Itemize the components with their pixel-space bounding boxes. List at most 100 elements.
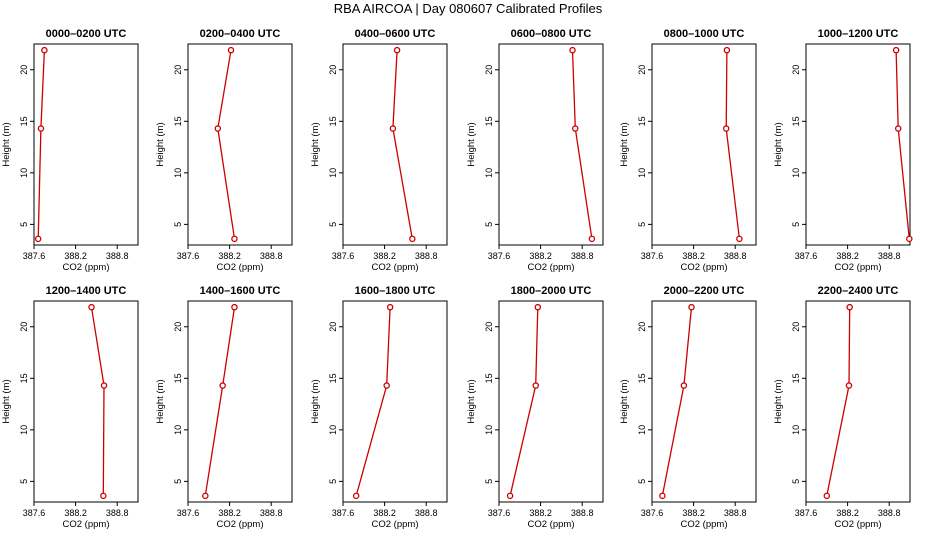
x-tick-label: 388.8 <box>415 251 438 261</box>
y-tick-label: 10 <box>484 168 494 178</box>
x-tick-label: 388.8 <box>724 251 747 261</box>
x-tick-label: 388.8 <box>878 508 901 518</box>
y-tick-label: 5 <box>637 222 647 227</box>
plot-frame <box>651 300 757 503</box>
panel-7: 1400–1600 UTC 387.6 388.2 388.8 5 10 15 20 CO2 (… <box>155 285 293 530</box>
data-point <box>723 46 731 54</box>
y-tick-label: 5 <box>637 479 647 484</box>
plot-frame <box>498 300 604 503</box>
x-axis-label: CO2 (ppm) <box>372 519 419 530</box>
x-tick-label: 387.6 <box>177 251 200 261</box>
y-axis-label: Height (m) <box>773 122 784 166</box>
x-axis-label: CO2 (ppm) <box>835 519 882 530</box>
data-point <box>352 492 360 500</box>
y-tick-label: 20 <box>19 322 29 332</box>
figure-title: RBA AIRCOA | Day 080607 Calibrated Profi… <box>334 1 603 16</box>
y-tick-label: 20 <box>173 65 183 75</box>
panel-1: 0200–0400 UTC 387.6 388.2 388.8 5 10 15 20 CO2 (… <box>155 28 293 273</box>
data-point <box>892 46 900 54</box>
y-tick-label: 20 <box>19 65 29 75</box>
data-point <box>569 46 576 54</box>
x-axis-label: CO2 (ppm) <box>217 519 264 530</box>
y-tick-label: 10 <box>328 168 338 178</box>
data-point <box>386 303 394 311</box>
profile-line <box>725 50 741 239</box>
x-tick-label: 387.6 <box>795 251 818 261</box>
y-tick-label: 20 <box>328 65 338 75</box>
y-axis-label: Height (m) <box>1 122 12 166</box>
y-tick-label: 5 <box>484 222 494 227</box>
panel-title: 2000–2200 UTC <box>664 285 745 297</box>
panel-8: 1600–1800 UTC 387.6 388.2 388.8 5 10 15 20 CO2 (… <box>310 285 448 530</box>
data-point <box>688 303 695 311</box>
panel-4: 0800–1000 UTC 387.6 388.2 388.8 5 10 15 20 CO2 (… <box>619 28 757 273</box>
panel-title: 1000–1200 UTC <box>818 28 899 40</box>
panel-title: 2200–2400 UTC <box>818 285 899 297</box>
panel-title: 1200–1400 UTC <box>46 285 127 297</box>
y-axis-label: Height (m) <box>1 379 12 423</box>
plot-frame <box>651 43 757 246</box>
data-point <box>41 46 48 54</box>
data-point <box>506 492 514 500</box>
panel-title: 1600–1800 UTC <box>355 285 436 297</box>
x-axis-label: CO2 (ppm) <box>63 519 110 530</box>
plot-frame <box>805 300 911 503</box>
profile-line <box>571 50 593 239</box>
data-point <box>214 125 222 132</box>
x-tick-label: 388.8 <box>106 251 129 261</box>
profile-line <box>217 50 236 239</box>
y-tick-label: 15 <box>173 116 183 126</box>
y-tick-label: 5 <box>328 479 338 484</box>
x-tick-label: 387.6 <box>795 508 818 518</box>
y-tick-label: 20 <box>328 322 338 332</box>
data-point <box>100 382 108 389</box>
y-tick-label: 10 <box>791 168 801 178</box>
plot-frame <box>33 43 139 246</box>
panel-11: 2200–2400 UTC 387.6 388.2 388.8 5 10 15 20 CO2 (… <box>773 285 911 530</box>
y-tick-label: 20 <box>637 65 647 75</box>
x-tick-label: 387.6 <box>177 508 200 518</box>
x-tick-label: 388.8 <box>415 508 438 518</box>
x-tick-label: 388.2 <box>373 251 396 261</box>
data-point <box>88 303 95 311</box>
data-point <box>906 235 913 243</box>
x-axis-label: CO2 (ppm) <box>528 262 575 273</box>
data-point <box>659 492 666 500</box>
y-tick-label: 15 <box>791 116 801 126</box>
panel-0: 0000–0200 UTC 387.6 388.2 388.8 5 10 15 20 CO2 (… <box>1 28 139 273</box>
y-tick-label: 5 <box>19 222 29 227</box>
y-axis-label: Height (m) <box>619 122 630 166</box>
data-point <box>736 235 743 243</box>
panel-2: 0400–0600 UTC 387.6 388.2 388.8 5 10 15 20 CO2 (… <box>310 28 448 273</box>
profile-line <box>895 50 910 239</box>
x-tick-label: 388.8 <box>878 251 901 261</box>
x-tick-label: 387.6 <box>332 251 355 261</box>
x-axis-label: CO2 (ppm) <box>835 262 882 273</box>
y-axis-label: Height (m) <box>155 379 166 423</box>
y-tick-label: 20 <box>791 322 801 332</box>
y-tick-label: 20 <box>484 322 494 332</box>
x-tick-label: 388.2 <box>64 508 87 518</box>
plot-frame <box>187 300 293 503</box>
y-tick-label: 15 <box>173 373 183 383</box>
y-tick-label: 20 <box>484 65 494 75</box>
profile-line <box>37 50 46 239</box>
plot-frame <box>342 300 448 503</box>
x-axis-label: CO2 (ppm) <box>681 519 728 530</box>
x-tick-label: 387.6 <box>23 251 46 261</box>
plot-frame <box>498 43 604 246</box>
data-point <box>680 382 688 389</box>
data-point <box>389 125 397 132</box>
data-point <box>383 382 390 389</box>
y-tick-label: 15 <box>637 116 647 126</box>
x-axis-label: CO2 (ppm) <box>217 262 264 273</box>
y-tick-label: 10 <box>637 168 647 178</box>
y-tick-label: 10 <box>328 425 338 435</box>
x-tick-label: 388.2 <box>218 508 241 518</box>
y-tick-label: 10 <box>637 425 647 435</box>
x-axis-label: CO2 (ppm) <box>528 519 575 530</box>
panel-3: 0600–0800 UTC 387.6 388.2 388.8 5 10 15 20 CO2 (… <box>466 28 604 273</box>
data-point <box>722 125 730 132</box>
profile-line <box>355 307 391 496</box>
y-axis-label: Height (m) <box>773 379 784 423</box>
